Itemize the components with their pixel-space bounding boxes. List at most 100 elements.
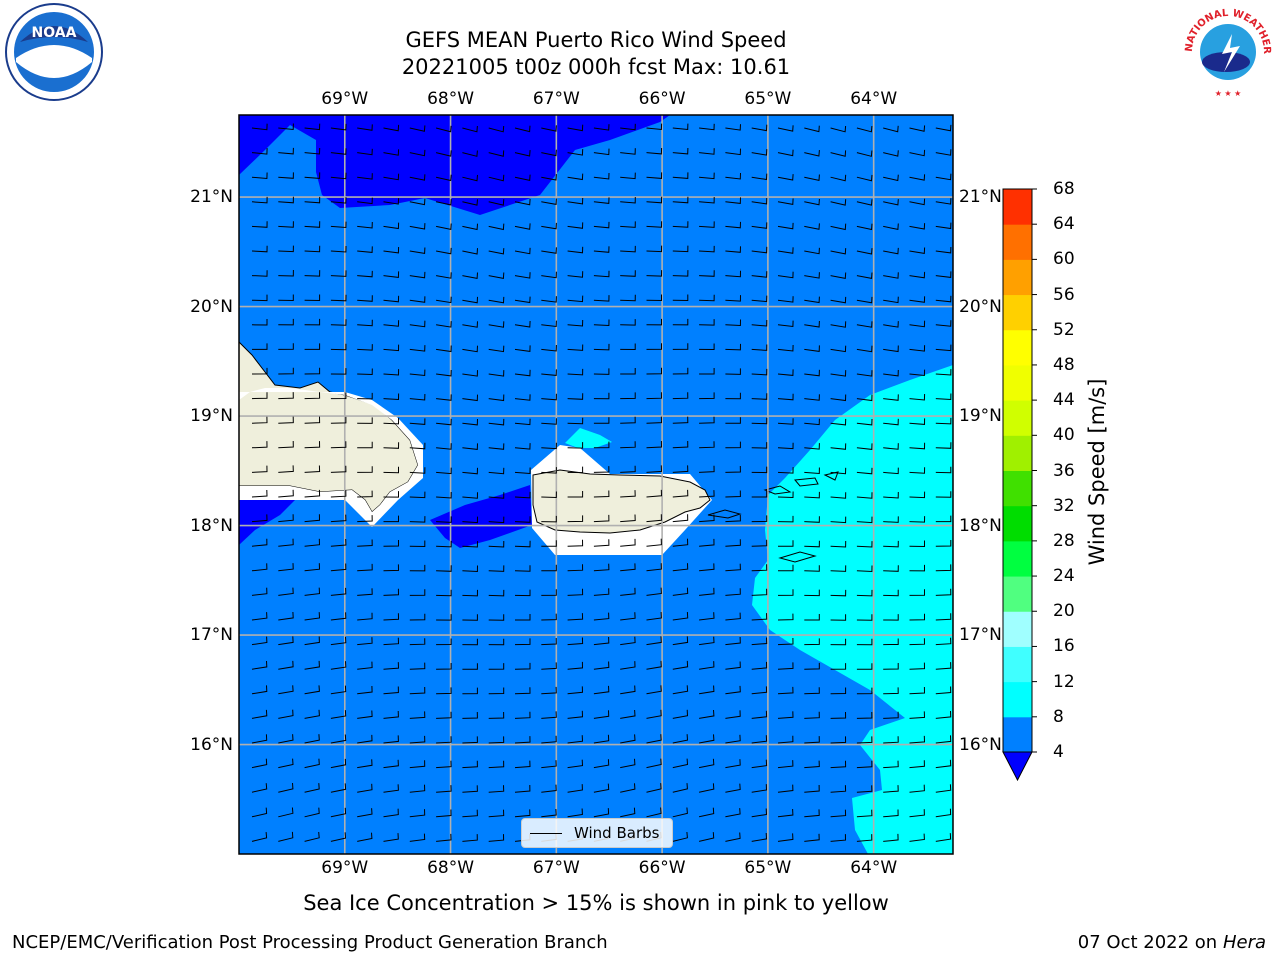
wind-barb xyxy=(751,710,768,719)
axis-tick-label: 17°N xyxy=(959,625,1002,646)
wind-barb xyxy=(304,343,321,350)
wind-barb xyxy=(567,808,583,818)
wind-barb xyxy=(751,564,768,572)
wind-barb xyxy=(646,221,663,228)
wind-barb xyxy=(567,246,584,254)
wind-barb xyxy=(777,271,794,279)
wind-barb xyxy=(856,736,873,744)
wind-barb xyxy=(830,248,847,255)
wind-barb xyxy=(278,636,294,646)
wind-barb xyxy=(251,538,268,547)
wind-barb xyxy=(883,272,899,279)
wind-barb xyxy=(672,758,689,769)
wind-barb xyxy=(935,735,952,744)
wind-barb xyxy=(567,124,584,132)
wind-barb xyxy=(567,319,584,327)
wind-barb xyxy=(751,368,768,376)
wind-barb xyxy=(278,221,294,228)
wind-barb xyxy=(357,344,373,351)
wind-barb xyxy=(777,393,794,401)
wind-barb xyxy=(251,441,268,449)
wind-barb xyxy=(699,270,715,277)
wind-barb xyxy=(357,759,373,769)
wind-barb xyxy=(278,563,294,572)
wind-barb xyxy=(567,149,584,156)
wind-barb xyxy=(488,540,505,548)
wind-barb xyxy=(672,294,689,302)
wind-barb xyxy=(567,564,584,572)
wind-barb xyxy=(278,318,294,326)
wind-barb xyxy=(541,540,557,547)
wind-barb xyxy=(935,393,952,401)
wind-barb xyxy=(725,417,741,424)
wind-barb xyxy=(488,443,505,450)
wind-barb xyxy=(777,198,794,205)
wind-barb xyxy=(251,294,268,302)
wind-barb xyxy=(804,247,820,255)
colorbar-segment xyxy=(1003,259,1032,296)
wind-barb xyxy=(251,758,268,769)
wind-barb xyxy=(330,685,347,695)
wind-barb xyxy=(909,223,926,230)
wind-barb xyxy=(620,343,636,351)
wind-barb xyxy=(883,833,899,842)
ocean-8-12-east-region xyxy=(752,365,953,854)
wind-barb xyxy=(909,174,926,181)
wind-barb xyxy=(567,173,584,181)
wind-barb xyxy=(725,636,741,646)
wind-barb xyxy=(462,541,478,548)
wind-barb xyxy=(830,370,847,377)
wind-barb xyxy=(909,564,925,572)
wind-barb xyxy=(567,197,584,205)
wind-barb xyxy=(830,565,847,572)
wind-barb xyxy=(804,467,820,475)
wind-barb xyxy=(304,270,321,277)
virgin-islands xyxy=(763,471,839,495)
wind-barb xyxy=(935,637,952,646)
wind-barb xyxy=(409,369,426,377)
wind-barb xyxy=(672,563,689,572)
wind-barb xyxy=(725,465,741,473)
wind-barb xyxy=(409,638,426,646)
wind-barb xyxy=(330,270,347,277)
wind-barb xyxy=(488,687,505,695)
wind-barb xyxy=(830,711,847,719)
wind-barb xyxy=(856,199,873,206)
wind-barb xyxy=(646,123,663,131)
colorbar-tick-label: 64 xyxy=(1053,214,1075,235)
wind-barb xyxy=(357,563,373,572)
wind-barb xyxy=(804,345,820,352)
wind-barb xyxy=(567,735,584,744)
wind-barb xyxy=(488,370,505,377)
ocean-lt4-west-region xyxy=(239,495,300,545)
wind-barb xyxy=(330,563,347,572)
wind-barb xyxy=(830,614,847,621)
wind-barb xyxy=(830,540,847,548)
wind-barb xyxy=(725,514,741,523)
wind-barb xyxy=(777,589,794,596)
wind-barb xyxy=(699,392,715,400)
wind-barb xyxy=(488,418,505,426)
wind-barb xyxy=(593,319,610,327)
axis-tick-label: 66°W xyxy=(638,89,686,109)
axis-tick-label: 65°W xyxy=(744,858,792,878)
wind-barb xyxy=(699,758,715,769)
wind-barb xyxy=(672,783,688,793)
wind-barb xyxy=(699,612,715,621)
wind-barb xyxy=(883,760,899,769)
wind-barb xyxy=(725,832,741,842)
colorbar-segment xyxy=(1003,364,1032,401)
wind-barb xyxy=(514,443,531,450)
wind-barb xyxy=(541,174,557,181)
colorbar-tick-label: 20 xyxy=(1053,601,1075,622)
wind-barb xyxy=(251,783,268,793)
wind-barb xyxy=(751,197,768,205)
wind-barb xyxy=(830,125,847,133)
axis-tick-label: 18°N xyxy=(190,515,233,536)
wind-barb xyxy=(251,807,268,818)
wind-barb xyxy=(593,246,610,253)
wind-barb xyxy=(909,149,926,157)
wind-barb xyxy=(514,491,531,499)
wind-barb xyxy=(830,199,847,206)
wind-barb xyxy=(935,759,952,769)
